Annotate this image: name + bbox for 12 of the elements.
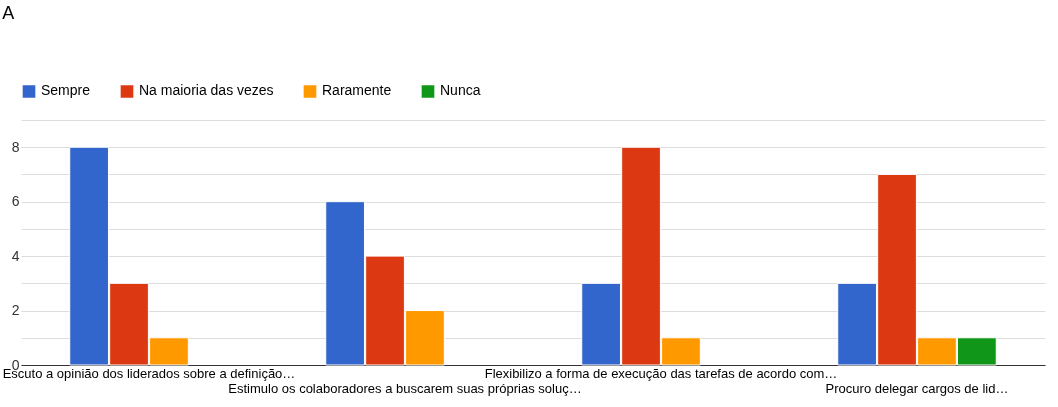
y-tick-label: 2: [11, 302, 20, 319]
x-tick-label: Estimulo os colaboradores a buscarem suas próprias soluç…: [228, 380, 582, 396]
x-tick-label: Procuro delegar cargos de lid…: [825, 380, 1009, 396]
y-tick-label: 8: [11, 138, 20, 155]
y-tick-label: 4: [11, 247, 20, 264]
legend-label: Sempre: [41, 82, 91, 99]
chart-title: A: [2, 3, 15, 23]
legend-label: Na maioria das vezes: [139, 82, 274, 99]
legend-label: Nunca: [440, 82, 481, 99]
legend-label: Raramente: [322, 82, 392, 99]
x-tick-label: Flexibilizo a forma de execução das tarefas de acordo com…: [484, 365, 838, 381]
y-tick-label: 6: [11, 193, 20, 210]
